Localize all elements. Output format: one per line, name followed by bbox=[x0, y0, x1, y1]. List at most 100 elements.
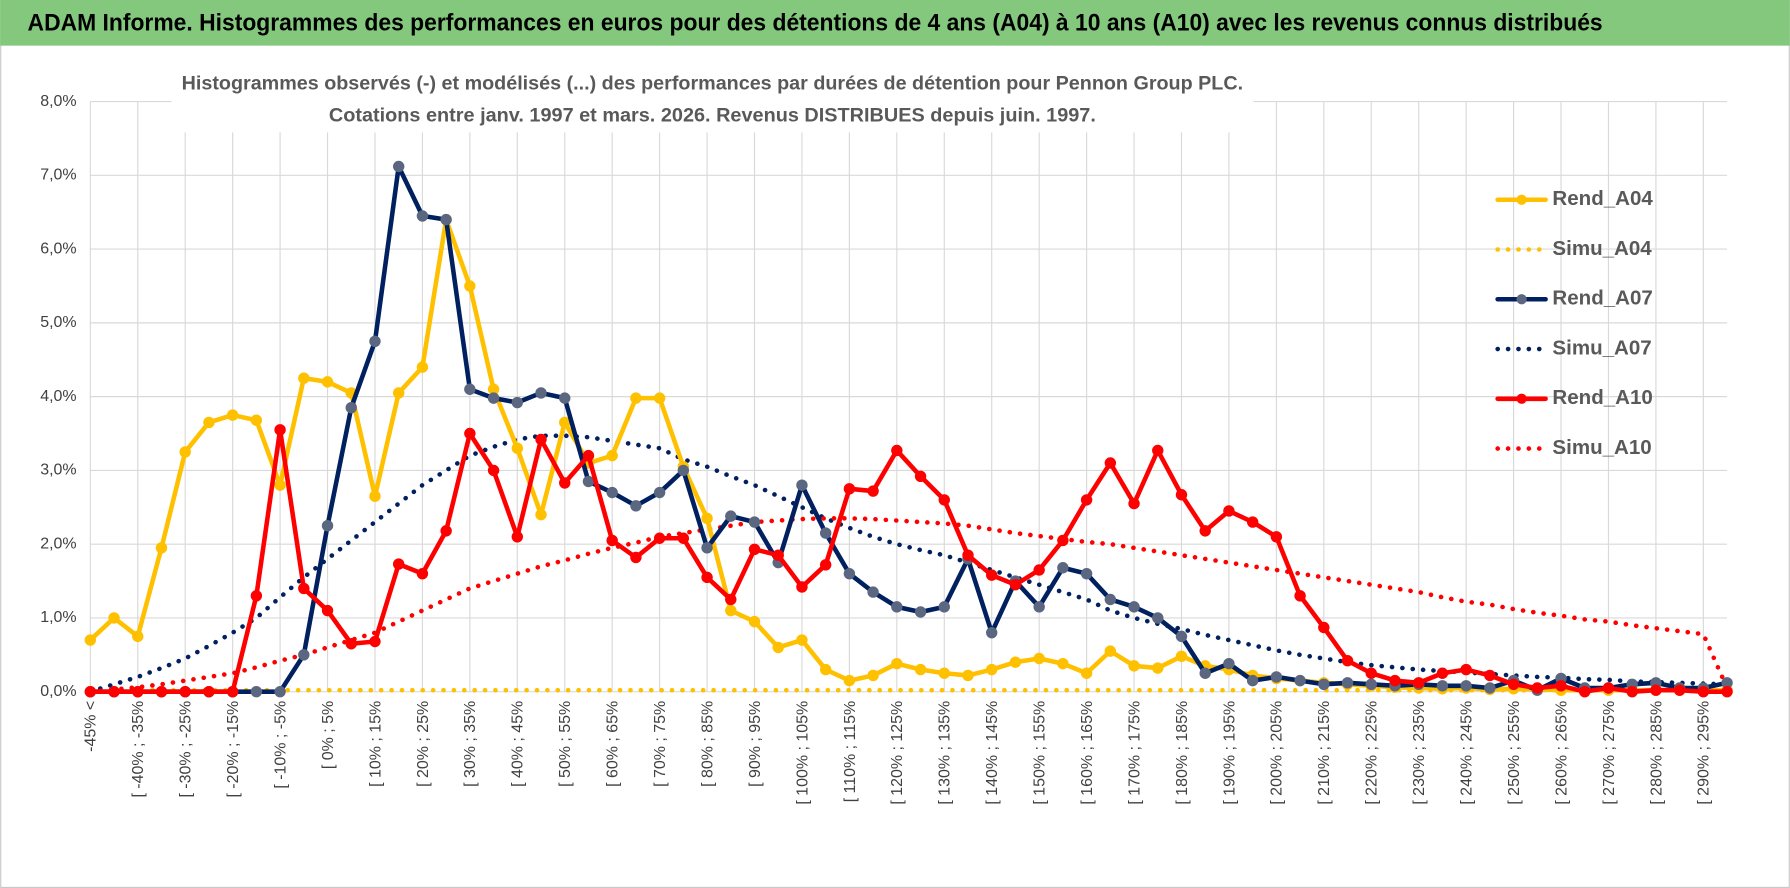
point bbox=[1128, 497, 1140, 510]
point bbox=[1033, 601, 1045, 613]
point bbox=[511, 442, 524, 454]
point bbox=[1246, 674, 1259, 687]
point bbox=[938, 667, 950, 679]
point bbox=[1341, 677, 1354, 689]
point bbox=[392, 160, 405, 173]
y-tick-label: 2,0% bbox=[40, 535, 76, 552]
point bbox=[1650, 684, 1662, 696]
point bbox=[653, 486, 666, 499]
point bbox=[914, 606, 927, 618]
point bbox=[914, 663, 927, 676]
point bbox=[725, 604, 737, 617]
point bbox=[464, 427, 476, 440]
point bbox=[1175, 489, 1188, 501]
point bbox=[819, 527, 832, 539]
legend-label: Simu_A04 bbox=[1552, 237, 1652, 260]
point bbox=[1555, 680, 1567, 692]
point bbox=[321, 520, 334, 532]
x-tick-label: -45% < bbox=[83, 701, 100, 752]
point bbox=[1460, 663, 1472, 676]
x-tick-label: [ 0% ; 5% bbox=[320, 701, 337, 769]
point bbox=[416, 567, 429, 580]
x-tick-label: [ 190% ; 195% bbox=[1221, 701, 1238, 805]
point bbox=[1484, 682, 1496, 694]
x-tick-label: [ 140% ; 145% bbox=[984, 701, 1001, 805]
point bbox=[630, 500, 642, 512]
point bbox=[535, 433, 547, 446]
x-tick-label: [ 40% ; 45% bbox=[510, 701, 527, 787]
x-tick-label: [ -30% ; -25% bbox=[178, 701, 195, 798]
point bbox=[250, 685, 263, 698]
point bbox=[1460, 680, 1472, 692]
point bbox=[487, 464, 500, 477]
point bbox=[321, 376, 334, 388]
point bbox=[867, 485, 879, 497]
point bbox=[582, 449, 595, 462]
x-tick-label: [ 290% ; 295% bbox=[1696, 701, 1713, 805]
point bbox=[1104, 457, 1117, 469]
point bbox=[274, 479, 286, 491]
point bbox=[606, 486, 618, 499]
point bbox=[891, 601, 903, 613]
point bbox=[440, 525, 452, 537]
point bbox=[1152, 612, 1164, 624]
x-tick-label: [ 50% ; 55% bbox=[557, 701, 574, 787]
point bbox=[1009, 656, 1022, 668]
point bbox=[440, 213, 452, 226]
chart-subtitle: Cotations entre janv. 1997 et mars. 2026… bbox=[329, 105, 1096, 127]
point bbox=[369, 490, 381, 502]
point bbox=[1033, 652, 1045, 665]
point bbox=[1152, 662, 1164, 674]
legend-label: Simu_A10 bbox=[1552, 436, 1651, 459]
point bbox=[1080, 567, 1093, 580]
y-tick-label: 6,0% bbox=[40, 240, 76, 257]
point bbox=[369, 635, 381, 648]
x-tick-label: [ 30% ; 35% bbox=[462, 701, 479, 787]
point bbox=[1175, 650, 1188, 662]
x-tick-label: [ 70% ; 75% bbox=[652, 701, 669, 787]
point bbox=[535, 387, 547, 399]
point bbox=[464, 383, 476, 395]
header-title: ADAM Informe. Histogrammes des performan… bbox=[28, 9, 1603, 36]
series-line bbox=[88, 427, 1730, 694]
legend-label: Simu_A07 bbox=[1552, 336, 1651, 359]
x-tick-label: [ 160% ; 165% bbox=[1079, 701, 1096, 805]
x-tick-label: [ 110% ; 115% bbox=[842, 701, 859, 803]
point bbox=[1009, 579, 1022, 591]
point bbox=[962, 669, 974, 682]
x-tick-label: [ 60% ; 65% bbox=[605, 701, 622, 787]
point bbox=[1436, 667, 1449, 679]
x-tick-label: [ 240% ; 245% bbox=[1459, 701, 1476, 805]
point bbox=[653, 392, 666, 404]
point bbox=[1080, 494, 1093, 506]
point bbox=[226, 409, 239, 421]
point bbox=[298, 372, 310, 384]
y-tick-label: 5,0% bbox=[40, 314, 76, 331]
point bbox=[962, 549, 974, 561]
point bbox=[1721, 685, 1733, 698]
x-tick-label: [ 270% ; 275% bbox=[1601, 701, 1618, 805]
title-bg bbox=[171, 66, 1254, 133]
point bbox=[819, 663, 832, 676]
point bbox=[1436, 680, 1449, 692]
point bbox=[464, 280, 476, 292]
point bbox=[867, 669, 879, 682]
point bbox=[582, 475, 595, 488]
point bbox=[1697, 685, 1710, 698]
point bbox=[1673, 684, 1686, 696]
point bbox=[108, 612, 120, 624]
x-tick-label: [ 20% ; 25% bbox=[415, 701, 432, 787]
x-tick-label: [ 230% ; 235% bbox=[1411, 701, 1428, 805]
x-tick-label: [ 250% ; 255% bbox=[1506, 701, 1523, 805]
x-tick-label: [ 260% ; 265% bbox=[1553, 701, 1570, 805]
legend-label: Rend_A04 bbox=[1552, 187, 1653, 210]
point bbox=[1033, 564, 1045, 576]
x-tick-label: [ 80% ; 85% bbox=[699, 701, 716, 787]
point bbox=[748, 516, 761, 528]
point bbox=[416, 361, 429, 373]
point bbox=[250, 590, 263, 602]
point bbox=[630, 392, 642, 404]
x-tick-label: [ -10% ; -5% bbox=[272, 701, 289, 789]
x-tick-label: [ 100% ; 105% bbox=[794, 701, 811, 805]
point bbox=[677, 464, 690, 477]
